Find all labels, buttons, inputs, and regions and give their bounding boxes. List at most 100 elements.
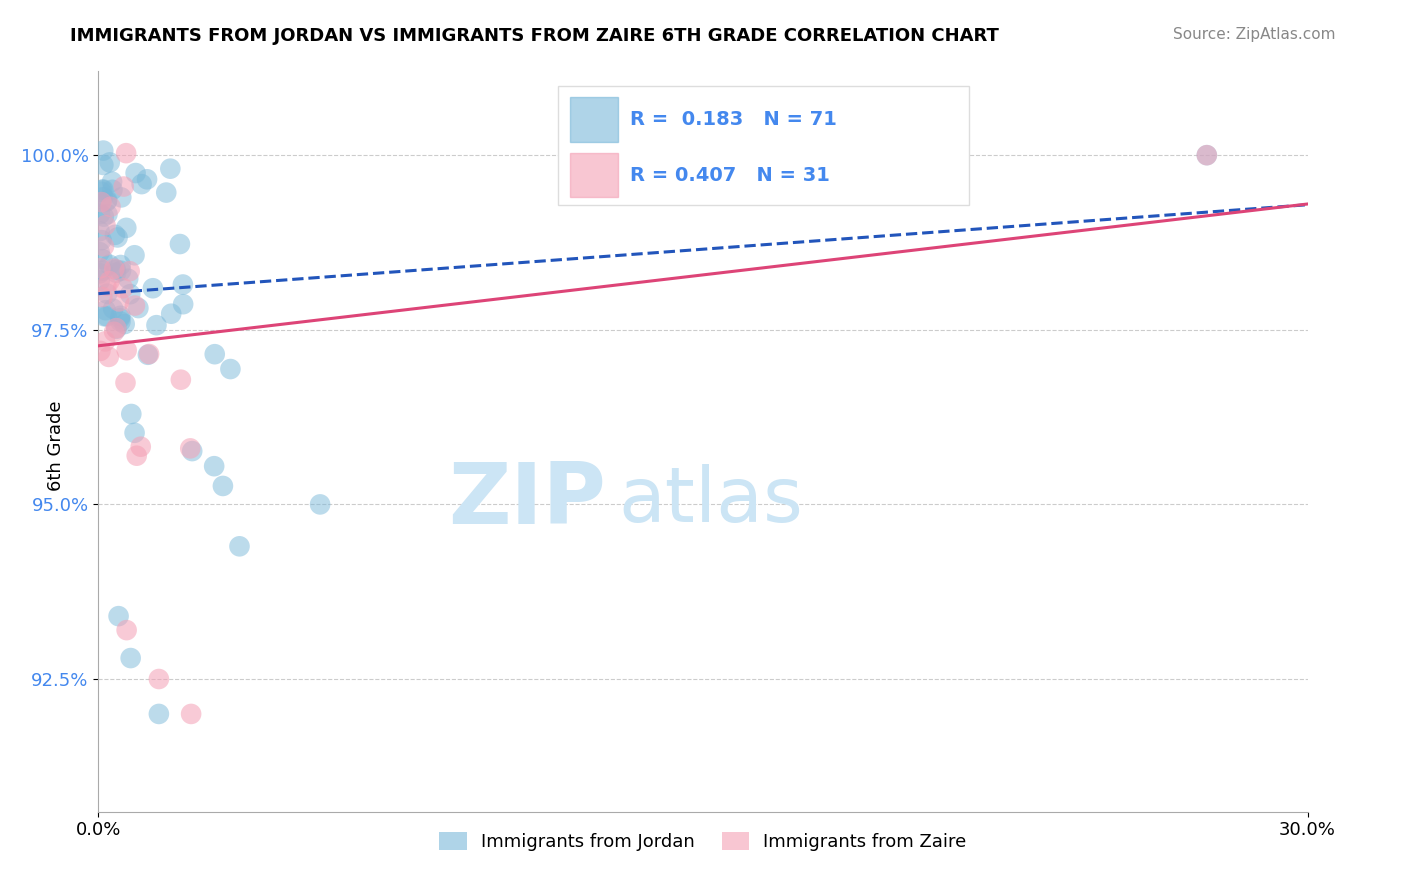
Point <box>170 373 193 387</box>
Point <box>110 264 132 278</box>
Point <box>148 706 170 721</box>
Point <box>97 350 120 364</box>
Point <box>138 347 160 361</box>
Point <box>110 309 132 323</box>
Point <box>101 183 124 197</box>
Point <box>117 272 139 286</box>
Point <box>136 348 159 362</box>
Text: IMMIGRANTS FROM JORDAN VS IMMIGRANTS FROM ZAIRE 6TH GRADE CORRELATION CHART: IMMIGRANTS FROM JORDAN VS IMMIGRANTS FRO… <box>70 27 1000 45</box>
Point <box>96 278 118 293</box>
Point <box>104 227 127 242</box>
Point <box>91 263 114 277</box>
Point <box>180 706 202 721</box>
FancyBboxPatch shape <box>569 97 619 142</box>
Text: R =  0.183   N = 71: R = 0.183 N = 71 <box>630 110 838 129</box>
Point <box>100 200 122 214</box>
Point <box>124 248 146 262</box>
Text: Source: ZipAtlas.com: Source: ZipAtlas.com <box>1173 27 1336 42</box>
Point <box>672 148 695 162</box>
Point <box>204 347 226 361</box>
Text: ZIP: ZIP <box>449 459 606 542</box>
Point <box>105 266 128 280</box>
Point <box>90 195 112 210</box>
Point <box>112 281 135 295</box>
Point <box>202 459 225 474</box>
Point <box>89 245 111 260</box>
Point <box>91 290 114 304</box>
Point <box>172 277 194 292</box>
Point <box>94 334 117 349</box>
Text: atlas: atlas <box>619 464 803 538</box>
Point <box>103 325 125 339</box>
Point <box>145 318 167 333</box>
Point <box>93 158 115 172</box>
Point <box>129 440 152 454</box>
Point <box>96 194 118 208</box>
Point <box>172 297 194 311</box>
Point <box>120 287 142 301</box>
Point <box>1195 148 1218 162</box>
Point <box>120 407 142 421</box>
Point <box>90 233 112 247</box>
Point <box>110 258 132 272</box>
Point <box>101 301 124 316</box>
Point <box>107 230 129 244</box>
Point <box>94 218 117 232</box>
Point <box>101 175 124 189</box>
Point <box>90 185 112 199</box>
Point <box>813 148 835 162</box>
Point <box>105 321 128 335</box>
Point <box>108 294 131 309</box>
Point <box>94 303 117 318</box>
Point <box>309 497 332 511</box>
Point <box>219 362 242 376</box>
Point <box>155 186 177 200</box>
FancyBboxPatch shape <box>569 153 619 197</box>
Point <box>107 609 129 624</box>
Point <box>131 177 153 191</box>
Point <box>160 307 183 321</box>
Point <box>91 183 114 197</box>
Point <box>115 220 138 235</box>
Point <box>110 190 132 204</box>
Point <box>91 144 114 158</box>
Point <box>89 207 111 221</box>
Point <box>114 317 136 331</box>
Point <box>115 343 138 358</box>
Point <box>118 264 141 278</box>
Point <box>179 442 201 456</box>
Point <box>96 310 118 324</box>
Point <box>228 539 250 553</box>
Point <box>124 299 146 313</box>
Point <box>98 258 121 272</box>
Point <box>104 262 127 277</box>
Point <box>115 146 138 161</box>
Point <box>110 315 132 329</box>
Point <box>115 623 138 637</box>
Point <box>96 194 118 209</box>
Point <box>103 261 125 276</box>
Point <box>1195 148 1218 162</box>
Point <box>108 311 131 326</box>
Point <box>142 281 165 295</box>
Point <box>125 449 148 463</box>
Point <box>96 207 118 221</box>
Point <box>96 286 118 301</box>
Point <box>89 266 111 280</box>
Text: 6th Grade: 6th Grade <box>48 401 65 491</box>
Point <box>120 651 142 665</box>
Point <box>89 224 111 238</box>
Point <box>91 252 114 267</box>
Point <box>89 343 111 358</box>
Point <box>124 166 146 180</box>
Point <box>89 273 111 287</box>
Point <box>98 155 121 169</box>
Legend: Immigrants from Jordan, Immigrants from Zaire: Immigrants from Jordan, Immigrants from … <box>432 824 974 858</box>
Point <box>148 672 170 686</box>
Point <box>136 172 159 186</box>
Point <box>93 210 115 224</box>
Point <box>93 239 115 253</box>
Point <box>91 182 114 196</box>
Point <box>91 190 114 204</box>
Point <box>169 237 191 252</box>
